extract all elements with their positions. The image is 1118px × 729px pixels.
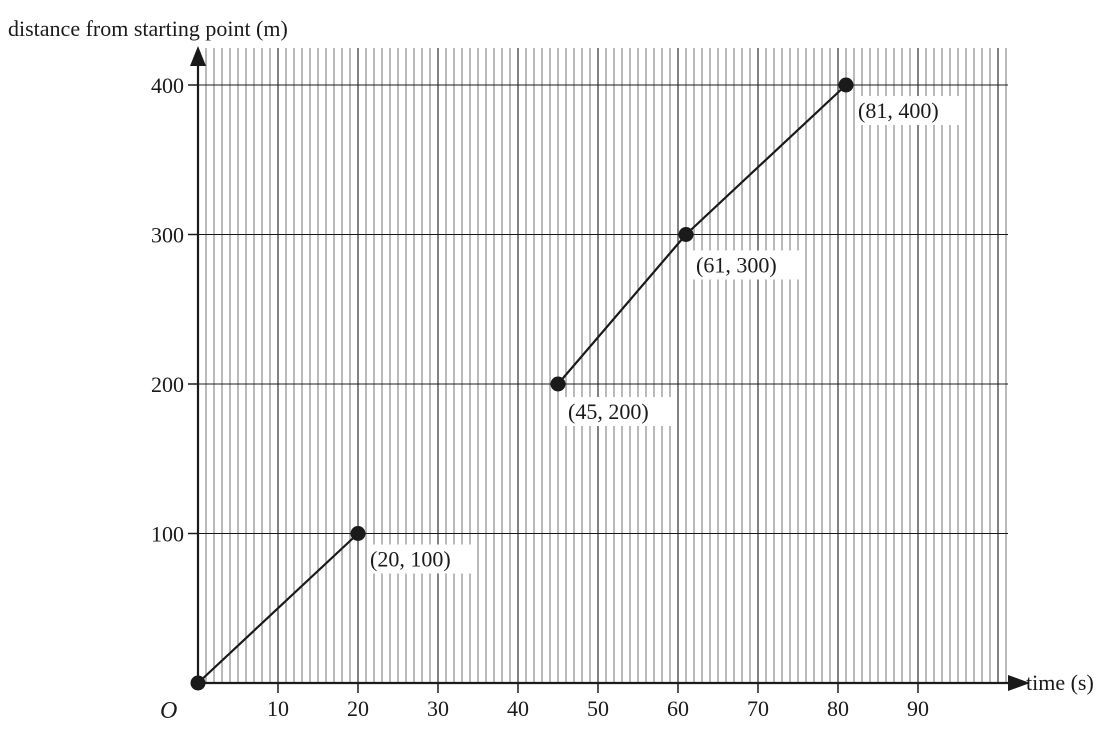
data-point xyxy=(190,675,206,691)
data-label: (61, 300) xyxy=(696,253,777,278)
data-label-background xyxy=(693,250,800,280)
x-tick-label: 80 xyxy=(827,696,849,721)
data-label-background xyxy=(367,544,474,574)
labels: O time (s) distance from starting point (… xyxy=(8,16,1094,724)
x-tick-label: 50 xyxy=(587,696,609,721)
data-label: (45, 200) xyxy=(568,399,649,424)
x-tick-label: 20 xyxy=(347,696,369,721)
y-tick-label: 200 xyxy=(151,372,184,397)
y-axis-label: distance from starting point (m) xyxy=(8,16,288,41)
data-label: (81, 400) xyxy=(858,98,939,123)
data-point xyxy=(550,376,566,392)
data-point xyxy=(678,227,694,242)
data-points: (20, 100) (45, 200) (61, 300) (81, 400) xyxy=(190,77,962,691)
x-tick-label: 70 xyxy=(747,696,769,721)
axes: 100 200 300 400 10 20 30 40 50 60 70 80 90 xyxy=(151,46,1030,721)
series-line-segment xyxy=(196,532,360,685)
x-axis-arrow xyxy=(1008,675,1030,691)
x-tick-label: 10 xyxy=(267,696,289,721)
x-tick-label: 40 xyxy=(507,696,529,721)
y-tick-label: 100 xyxy=(151,522,184,547)
x-tick-label: 60 xyxy=(667,696,689,721)
x-tick-label: 90 xyxy=(907,696,929,721)
x-axis-label: time (s) xyxy=(1026,670,1094,695)
y-tick-label: 400 xyxy=(151,73,184,98)
y-tick-label: 300 xyxy=(151,223,184,248)
data-point xyxy=(838,77,854,93)
y-axis-arrow xyxy=(190,46,206,66)
data-label-background xyxy=(855,96,962,125)
data-point xyxy=(350,526,366,541)
data-label: (20, 100) xyxy=(370,547,451,572)
origin-label: O xyxy=(160,698,177,724)
grid xyxy=(198,48,1008,683)
data-label-background xyxy=(565,397,672,426)
x-tick-label: 30 xyxy=(427,696,449,721)
